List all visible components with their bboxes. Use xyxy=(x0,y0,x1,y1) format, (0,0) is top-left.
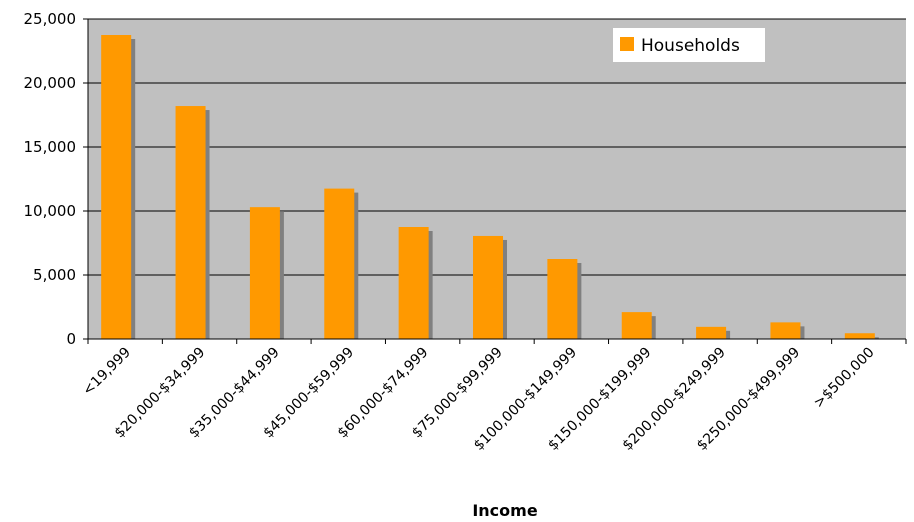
y-tick-label: 25,000 xyxy=(24,10,77,28)
x-tick-label: <19,999 xyxy=(80,345,134,399)
legend: Households xyxy=(613,28,765,62)
bar xyxy=(696,326,727,339)
x-tick-label: >$500,000 xyxy=(811,345,878,412)
legend-swatch xyxy=(620,37,634,51)
bar xyxy=(770,322,801,339)
y-tick-label: 5,000 xyxy=(33,266,76,284)
bar xyxy=(473,235,503,339)
bar xyxy=(324,188,355,339)
y-axis: 0 5,000 10,000 15,000 20,000 25,000 xyxy=(24,10,89,348)
x-axis-title: Income xyxy=(472,501,537,520)
bar xyxy=(175,106,206,339)
bar xyxy=(621,312,652,339)
bar xyxy=(844,333,875,339)
y-tick-label: 0 xyxy=(66,330,76,348)
legend-label: Households xyxy=(641,36,740,56)
legend-box xyxy=(613,28,765,62)
bar xyxy=(398,227,429,339)
x-axis: <19,999$20,000-$34,999$35,000-$44,999$45… xyxy=(80,338,907,454)
y-tick-label: 20,000 xyxy=(24,74,77,92)
y-tick-label: 15,000 xyxy=(24,138,77,156)
bar xyxy=(101,35,132,339)
bars-layer xyxy=(101,35,879,339)
bar xyxy=(547,259,578,339)
bar xyxy=(249,207,280,339)
y-tick-label: 10,000 xyxy=(24,202,77,220)
